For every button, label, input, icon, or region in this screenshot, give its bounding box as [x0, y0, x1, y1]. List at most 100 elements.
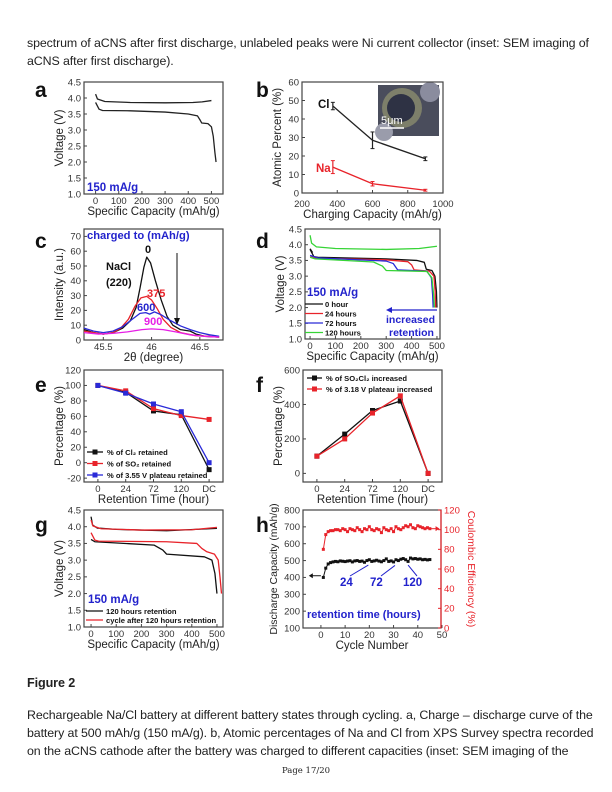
data-point-marker: [382, 526, 386, 530]
data-point-marker: [372, 529, 376, 533]
sem-inset-image: 5μm: [375, 82, 440, 141]
data-point-marker: [411, 557, 415, 561]
y-tick-label: 1.0: [68, 622, 81, 633]
data-point-marker: [348, 527, 352, 531]
y-tick-label: 700: [284, 522, 300, 533]
y-axis-label: Voltage (V): [54, 109, 66, 166]
caption-line: battery at 500 mAh/g (150 mA/g). b, Atom…: [27, 726, 594, 740]
right-y-tick-label: 20: [444, 604, 455, 615]
y-tick-label: 0: [76, 458, 81, 469]
panel-letter: a: [35, 79, 47, 102]
series-curve-0: [94, 93, 212, 104]
annotation-rate: 150 mA/g: [88, 594, 139, 606]
series-line: [83, 328, 220, 338]
x-tick-label: 400: [180, 196, 196, 207]
x-tick-label: DC: [421, 484, 435, 495]
retention-arrowhead: [386, 307, 392, 313]
x-tick-label: 40: [412, 630, 423, 641]
annotation-trend_line2: retention: [389, 327, 434, 339]
data-point-marker: [425, 470, 431, 476]
panel-letter: e: [35, 374, 47, 397]
x-tick-label: 100: [108, 629, 124, 640]
data-point-marker: [314, 453, 320, 459]
retention-marker-arrow: [407, 564, 418, 577]
data-point-marker: [341, 527, 345, 531]
data-point-marker: [408, 556, 412, 560]
data-point-marker: [384, 557, 388, 561]
data-point-marker: [355, 526, 359, 530]
series-line: [309, 235, 438, 251]
y-tick-label: 40: [70, 427, 81, 438]
data-point-marker: [338, 529, 342, 533]
y-tick-label: 600: [284, 539, 300, 550]
body-text-line: spectrum of aCNS after first discharge, …: [27, 36, 589, 50]
legend-entry: 120 hours retention: [106, 607, 177, 616]
x-tick-label: 120: [173, 484, 189, 495]
data-point-marker: [343, 528, 347, 532]
series-na: [330, 160, 428, 192]
x-tick-label: 0: [307, 341, 312, 352]
data-point-marker: [321, 547, 325, 551]
data-point-marker: [425, 526, 429, 530]
caption-line: Rechargeable Na/Cl battery at different …: [27, 708, 593, 722]
plot-frame: [83, 228, 224, 341]
data-point-marker: [421, 558, 425, 562]
y-tick-label: 20: [288, 151, 299, 162]
y-tick-label: 1.0: [289, 334, 302, 345]
y-tick-label: 20: [70, 443, 81, 454]
x-tick-label: 0: [95, 484, 100, 495]
y-tick-label: 60: [288, 77, 299, 88]
legend-entry: % of SO₂ retained: [107, 460, 171, 469]
x-tick-label: 24: [120, 484, 131, 495]
scale-bar-label: 5μm: [381, 115, 403, 127]
y-tick-label: 100: [65, 381, 81, 392]
y-tick-label: 1.0: [68, 189, 81, 200]
annotation-nacl: NaCl: [106, 261, 131, 273]
data-point-marker: [331, 529, 335, 533]
panel-letter: f: [256, 374, 264, 397]
x-axis-label: Specific Capacity (mAh/g): [306, 351, 438, 363]
data-point-marker: [418, 557, 422, 561]
data-point-marker: [360, 559, 364, 563]
y-tick-label: 3.5: [68, 539, 81, 550]
x-tick-label: 50: [437, 630, 448, 641]
x-tick-label: 0: [93, 196, 98, 207]
data-point-marker: [396, 527, 400, 531]
y-tick-label: 1.5: [68, 173, 81, 184]
x-tick-label: 24: [339, 484, 350, 495]
data-point-marker: [362, 527, 366, 531]
panel-letter: b: [256, 79, 269, 102]
series-curve-3: [90, 519, 218, 531]
y-tick-label: 2.5: [68, 572, 81, 583]
data-point-marker: [421, 526, 425, 530]
series-line: [316, 395, 429, 474]
data-point-marker: [394, 558, 398, 562]
panel-letter: h: [256, 514, 269, 537]
y-tick-label: 800: [284, 505, 300, 516]
data-point-marker: [324, 533, 328, 537]
series-line: [332, 166, 426, 191]
series-900: [83, 328, 220, 338]
y-axis-label: Voltage (V): [54, 540, 66, 597]
y-tick-label: 0: [294, 188, 299, 199]
x-tick-label: 10: [340, 630, 351, 641]
series-72-hours: [309, 254, 434, 308]
data-point-marker: [399, 528, 403, 532]
data-point-marker: [206, 467, 212, 473]
data-point-marker: [370, 407, 375, 413]
right-y-tick-label: 60: [444, 564, 455, 575]
legend-marker: [312, 375, 317, 381]
legend-marker: [312, 386, 317, 392]
series-line: [309, 254, 434, 308]
legend-entry: cycle after 120 hours retention: [106, 616, 217, 625]
y-tick-label: 500: [284, 556, 300, 567]
x-tick-label: 300: [378, 341, 394, 352]
x-tick-label: 200: [133, 629, 149, 640]
panel-letter: c: [35, 230, 47, 253]
data-point-marker: [346, 559, 350, 563]
caption-line: on the aCNS cathode after the battery wa…: [27, 744, 569, 758]
y-tick-label: 4.0: [68, 93, 81, 104]
data-point-marker: [401, 526, 405, 530]
chart-panel-c: c 45.5 46 46.5 0 10 20 30 40 50 60 70 2θ (degree) Int…: [35, 228, 224, 364]
annotation-title: charged to (mAh/g): [87, 230, 190, 242]
